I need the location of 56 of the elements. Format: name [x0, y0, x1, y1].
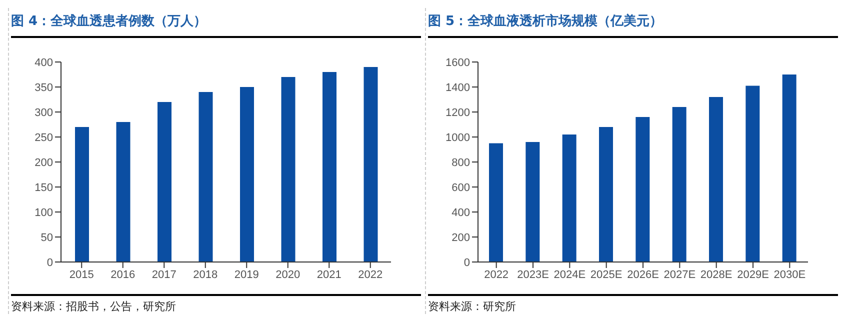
bar [526, 142, 540, 262]
bar [158, 102, 172, 262]
bar [116, 122, 130, 262]
y-tick-label: 200 [452, 232, 470, 244]
x-tick-label: 2022 [358, 268, 383, 281]
bar [562, 134, 576, 262]
y-tick-label: 1200 [446, 106, 470, 119]
y-tick-label: 1600 [446, 56, 470, 69]
bar [198, 92, 213, 262]
x-tick-label: 2022 [484, 268, 509, 281]
bar [636, 117, 650, 262]
x-tick-label: 2029E [737, 268, 769, 281]
bar [746, 86, 760, 262]
text: 资料来源：招股书，公告，研究所 [11, 299, 177, 314]
bar [364, 67, 378, 262]
x-tick-label: 2015 [69, 268, 94, 281]
y-tick-label: 100 [34, 206, 53, 219]
x-tick-label: 2016 [110, 268, 136, 281]
y-tick-label: 400 [34, 56, 53, 69]
bar [599, 127, 613, 262]
x-tick-label: 2023E [517, 268, 549, 281]
y-tick-label: 150 [34, 182, 53, 194]
chart-title: 图 4：全球血透患者例数（万人） [11, 13, 208, 31]
bar [240, 87, 254, 262]
x-tick-label: 2024E [554, 268, 586, 281]
y-tick-label: 250 [34, 132, 53, 144]
x-tick-label: 2027E [664, 268, 696, 281]
bar [281, 77, 296, 262]
y-tick-label: 200 [34, 156, 53, 169]
x-tick-label: 2025E [590, 268, 622, 281]
y-tick-label: 1400 [446, 82, 470, 94]
chart-title: 图 5：全球血液透析市场规模（亿美元） [428, 12, 664, 31]
text: 资料来源：研究所 [428, 299, 517, 314]
y-tick-label: 0 [46, 256, 53, 269]
x-tick-label: 2026E [627, 268, 659, 281]
bar [782, 74, 796, 262]
x-tick-label: 2020 [276, 268, 300, 281]
y-tick-label: 300 [34, 106, 53, 119]
y-tick-label: 50 [40, 232, 53, 244]
bar [322, 72, 336, 262]
x-tick-label: 2028E [700, 268, 732, 281]
x-tick-label: 2030E [774, 268, 806, 281]
y-tick-label: 400 [452, 206, 470, 219]
x-tick-label: 2017 [152, 268, 176, 281]
bar [672, 107, 686, 262]
bar [489, 143, 503, 262]
bar [709, 97, 723, 262]
y-tick-label: 600 [452, 182, 470, 194]
y-tick-label: 0 [464, 256, 470, 269]
y-tick-label: 800 [452, 156, 470, 169]
y-tick-label: 350 [34, 82, 53, 94]
y-tick-label: 1000 [446, 132, 470, 144]
x-tick-label: 2021 [316, 268, 342, 281]
x-tick-label: 2019 [234, 268, 259, 281]
x-tick-label: 2018 [193, 268, 218, 281]
bar [75, 127, 89, 262]
